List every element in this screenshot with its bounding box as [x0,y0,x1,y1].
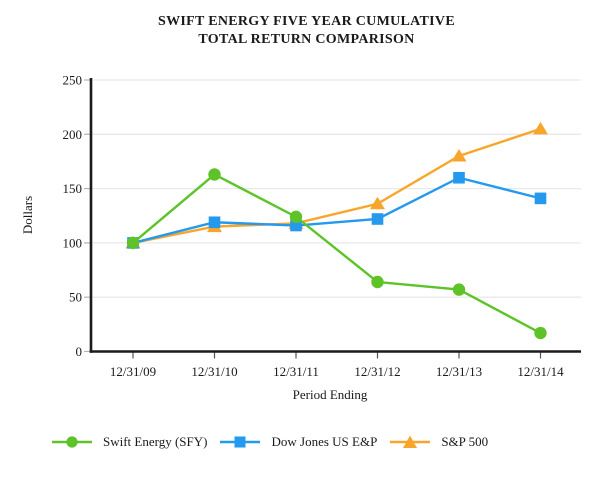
legend-item-swift-energy: Swift Energy (SFY) [52,434,207,450]
series-line [132,127,541,245]
data-point-circle [452,283,466,296]
legend-circle-marker-icon [52,436,92,448]
data-point-square [534,192,547,205]
y-tick-label: 100 [63,235,83,250]
legend-label-dow-jones-us-ep: Dow Jones US E&P [271,434,378,449]
x-tick-label: 12/31/09 [110,364,156,379]
legend-item-dow-jones-us-ep: Dow Jones US E&P [220,434,377,450]
data-point-triangle [370,196,385,210]
data-point-square [290,219,302,232]
legend-square-marker-icon [220,436,261,448]
chart-title-line2: TOTAL RETURN COMPARISON [198,31,415,47]
y-tick-label: 200 [63,127,83,142]
data-point-triangle [533,121,548,135]
series-line [132,173,542,335]
legend-triangle-marker-icon [390,435,431,448]
x-tick-label: 12/31/13 [436,364,482,379]
data-point-triangle [451,149,467,162]
data-point-square [453,171,465,184]
x-axis-title: Period Ending [293,387,368,402]
data-point-circle [126,236,140,250]
y-tick-label: 250 [63,73,83,88]
y-axis-title: Dollars [20,196,35,234]
data-point-circle [208,168,221,181]
data-point-circle [371,275,384,289]
x-tick-label: 12/31/11 [273,364,319,379]
data-point-circle [289,210,303,224]
data-point-square [371,213,384,225]
chart-title: SWIFT ENERGY FIVE YEAR CUMULATIVE TOTAL … [0,13,613,48]
legend-label-swift-energy: Swift Energy (SFY) [103,434,208,449]
y-tick-label: 0 [76,344,83,359]
x-tick-label: 12/31/10 [191,364,237,379]
legend-item-sp-500: S&P 500 [390,434,488,450]
x-tick-label: 12/31/12 [354,364,400,379]
data-point-square [208,216,221,229]
series-line [132,176,541,245]
y-tick-label: 50 [69,290,82,305]
legend: Swift Energy (SFY) Dow Jones US E&P S&P … [52,434,488,450]
legend-label-sp-500: S&P 500 [441,434,489,449]
y-tick-label: 150 [63,181,83,196]
x-tick-label: 12/31/14 [517,364,564,379]
data-point-circle [534,326,547,340]
chart-title-line1: SWIFT ENERGY FIVE YEAR CUMULATIVE [158,14,455,29]
